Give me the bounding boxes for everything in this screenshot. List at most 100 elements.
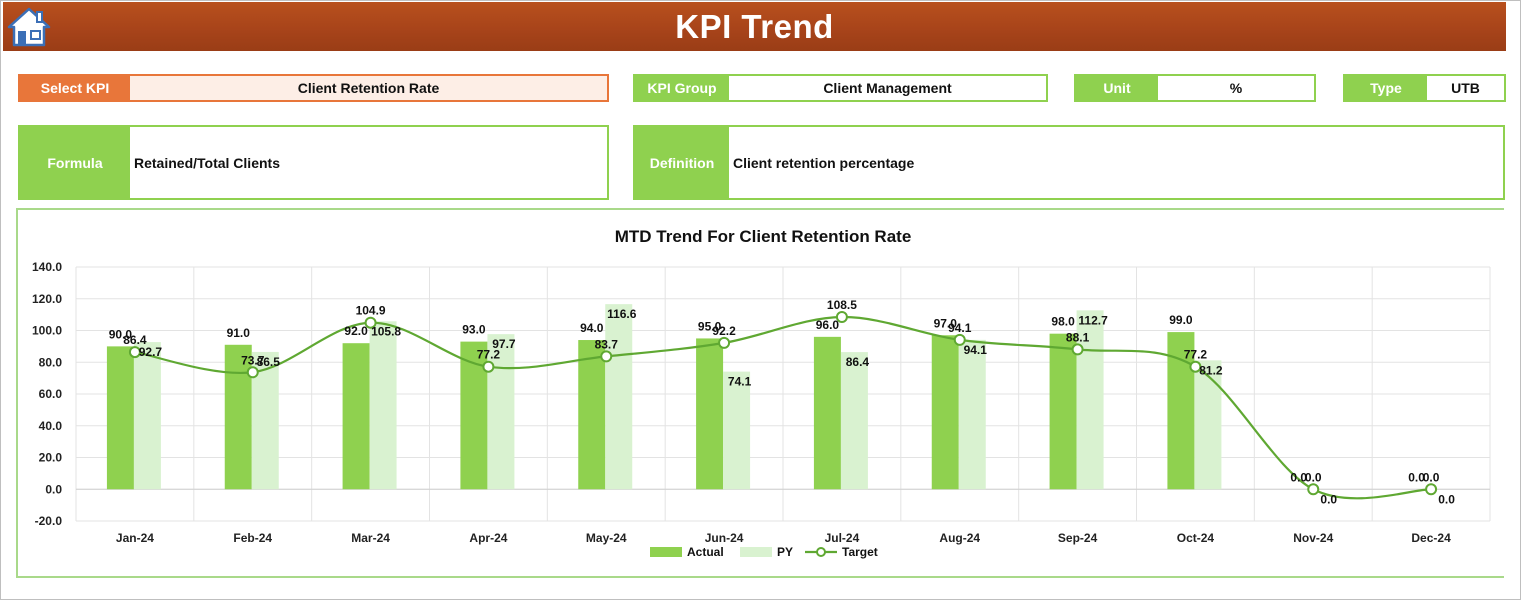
target-data-label: 94.1 — [948, 321, 972, 335]
legend-target-label: Target — [842, 545, 878, 559]
py-data-label: 81.2 — [1199, 363, 1223, 377]
x-tick-label: Jun-24 — [705, 531, 744, 545]
target-point — [1425, 483, 1438, 496]
target-data-label: 77.2 — [477, 348, 501, 362]
actual-data-label: 98.0 — [1051, 315, 1075, 329]
y-tick-label: 60.0 — [39, 387, 63, 401]
target-data-label: 77.2 — [1184, 348, 1208, 362]
py-bar — [958, 339, 986, 490]
actual-data-label: 94.0 — [580, 321, 604, 335]
select-kpi-field: Select KPI Client Retention Rate — [18, 74, 609, 102]
unit-field: Unit % — [1074, 74, 1316, 102]
target-point — [364, 316, 377, 329]
x-tick-label: Apr-24 — [469, 531, 507, 545]
kpi-group-value: Client Management — [729, 76, 1046, 100]
target-point — [1071, 343, 1084, 356]
unit-label: Unit — [1076, 76, 1158, 100]
y-tick-label: 80.0 — [39, 355, 63, 369]
home-icon — [7, 7, 51, 47]
type-value: UTB — [1427, 76, 1504, 100]
chart-area: MTD Trend For Client Retention Rate 140.0… — [16, 208, 1504, 578]
target-point — [1307, 483, 1320, 496]
x-tick-label: Mar-24 — [351, 531, 390, 545]
x-tick-label: Dec-24 — [1411, 531, 1451, 545]
definition-label: Definition — [635, 127, 729, 198]
actual-bar — [696, 338, 724, 490]
target-point — [128, 346, 141, 359]
x-tick-label: Aug-24 — [939, 531, 980, 545]
unit-value: % — [1158, 76, 1314, 100]
actual-bar — [578, 340, 606, 490]
target-point — [835, 311, 848, 324]
py-bar — [840, 352, 868, 490]
target-data-label: 92.2 — [712, 324, 736, 338]
actual-data-label: 97.0 — [934, 316, 958, 330]
py-bar — [1076, 310, 1104, 490]
py-data-label: 116.6 — [607, 307, 637, 321]
py-data-label: 74.1 — [728, 375, 752, 389]
target-point — [246, 366, 259, 379]
legend-actual-label: Actual — [687, 545, 724, 559]
legend-target-marker — [816, 547, 826, 557]
actual-bar — [106, 346, 134, 490]
actual-data-label: 93.0 — [462, 323, 486, 337]
definition-box: Definition Client retention percentage — [633, 125, 1505, 200]
x-tick-label: Nov-24 — [1293, 531, 1333, 545]
y-tick-label: 120.0 — [32, 292, 62, 306]
actual-bar — [931, 335, 959, 490]
py-data-label: 112.7 — [1078, 313, 1108, 327]
py-data-label: 105.8 — [371, 324, 401, 338]
actual-bar — [1049, 333, 1077, 490]
page-title: KPI Trend — [675, 8, 834, 45]
mtd-trend-chart: MTD Trend For Client Retention Rate 140.0… — [32, 227, 1491, 559]
kpi-group-field: KPI Group Client Management — [633, 74, 1048, 102]
target-data-label: 0.0 — [1305, 470, 1322, 484]
actual-bar — [813, 336, 841, 490]
target-data-label: 73.7 — [241, 353, 265, 367]
target-point — [1189, 360, 1202, 373]
formula-box: Formula Retained/Total Clients — [18, 125, 609, 200]
py-bar — [487, 334, 515, 490]
actual-data-label: 91.0 — [227, 326, 251, 340]
legend-actual-swatch — [650, 547, 682, 557]
y-tick-label: 20.0 — [39, 451, 63, 465]
x-tick-label: May-24 — [586, 531, 627, 545]
target-data-label: 104.9 — [356, 304, 386, 318]
target-data-label: 88.1 — [1066, 330, 1090, 344]
home-button[interactable] — [7, 6, 51, 48]
py-bar — [723, 371, 751, 490]
py-bar — [369, 321, 397, 490]
y-tick-label: 40.0 — [39, 419, 63, 433]
y-tick-label: 0.0 — [45, 482, 62, 496]
py-bar — [133, 342, 161, 490]
definition-value: Client retention percentage — [733, 154, 915, 171]
select-kpi-dropdown[interactable]: Client Retention Rate — [130, 76, 607, 100]
kpi-group-label: KPI Group — [635, 76, 729, 100]
py-bar — [1194, 360, 1222, 490]
formula-label: Formula — [20, 127, 130, 198]
legend-py-label: PY — [777, 545, 793, 559]
actual-data-label: 0.0 — [1290, 470, 1307, 484]
actual-bar — [1167, 332, 1195, 490]
chart-title: MTD Trend For Client Retention Rate — [615, 227, 912, 246]
py-data-label: 92.7 — [139, 345, 163, 359]
target-point — [718, 336, 731, 349]
target-point — [482, 360, 495, 373]
py-data-label: 94.1 — [964, 343, 988, 357]
legend-py-swatch — [740, 547, 772, 557]
py-bar — [605, 304, 633, 490]
py-data-label: 97.7 — [492, 337, 516, 351]
x-tick-label: Feb-24 — [233, 531, 272, 545]
py-data-label: 0.0 — [1438, 492, 1455, 506]
target-line — [134, 315, 1432, 500]
target-data-label: 0.0 — [1423, 470, 1440, 484]
x-tick-label: Jan-24 — [116, 531, 154, 545]
x-tick-label: Jul-24 — [825, 531, 860, 545]
target-data-label: 86.4 — [123, 333, 147, 347]
target-data-label: 83.7 — [595, 337, 619, 351]
actual-data-label: 0.0 — [1408, 470, 1425, 484]
target-point — [953, 333, 966, 346]
actual-data-label: 92.0 — [344, 324, 368, 338]
y-tick-label: 140.0 — [32, 260, 62, 274]
actual-bar — [224, 344, 252, 490]
